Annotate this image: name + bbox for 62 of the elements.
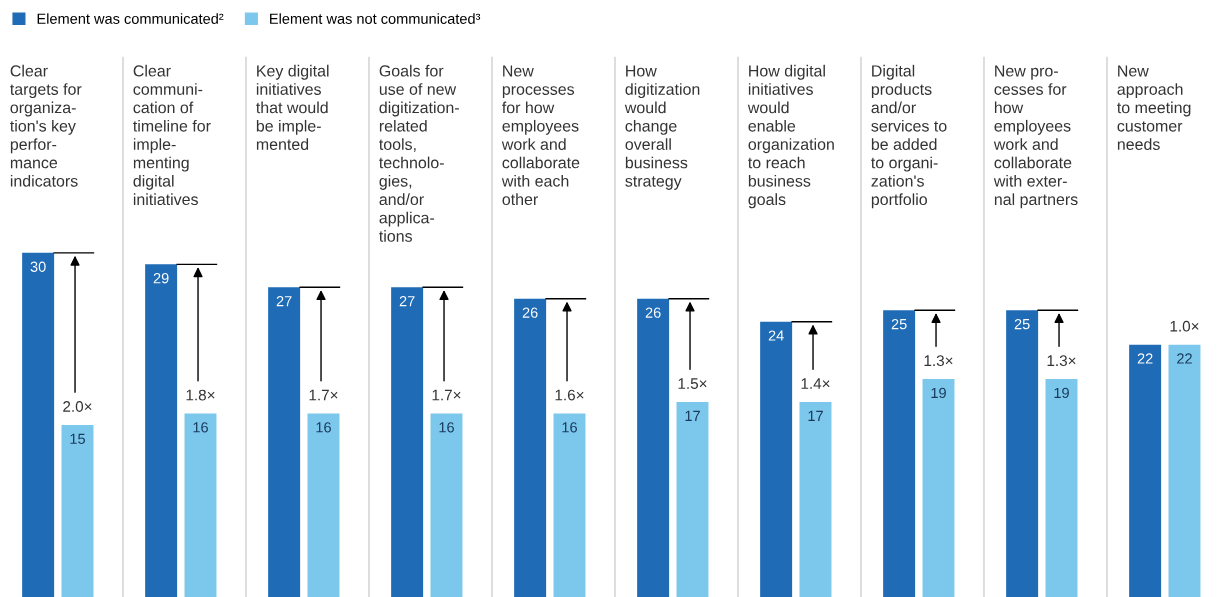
bar	[883, 310, 916, 597]
data-label: 26	[645, 307, 661, 318]
bar	[184, 413, 217, 597]
x-tick-label: How digitization would change overall business strategy	[624, 65, 700, 190]
annotation: 1.8×	[186, 389, 215, 401]
bar	[61, 424, 94, 597]
data-label: 24	[768, 330, 784, 341]
bar	[145, 264, 178, 597]
annotation: 1.7×	[432, 389, 461, 401]
bar	[22, 252, 55, 597]
legend-label: Element was not communicated³	[270, 13, 481, 24]
category-label: Goals for use of new digitization- related tools, technolo- gies, and/or applica- tions	[379, 64, 459, 242]
data-label: 27	[276, 296, 292, 307]
x-tick-label: How digital initiatives would enable organization to reach business goals	[747, 64, 834, 209]
data-label: 19	[1054, 387, 1069, 399]
data-label: 16	[439, 422, 454, 433]
annotation: 2.0×	[63, 401, 92, 412]
bar	[514, 298, 547, 597]
bar	[637, 298, 670, 597]
annotation: 1.3×	[924, 355, 953, 367]
data-label: 16	[562, 422, 577, 433]
data-label: 25	[1014, 318, 1030, 330]
annotation: 1.6×	[555, 389, 584, 401]
data-label: 16	[193, 422, 208, 433]
bar	[391, 287, 424, 597]
bar	[268, 287, 301, 597]
annotation: 1.5×	[678, 378, 707, 389]
bar	[430, 413, 463, 597]
annotation: 1.3×	[1047, 355, 1076, 367]
bar	[1129, 344, 1162, 597]
bar	[922, 379, 955, 597]
data-label: 17	[685, 410, 700, 421]
bar	[1006, 310, 1039, 597]
x-tick-label: Digital products and/or services to be added to organi- zation's portfolio	[871, 64, 947, 209]
x-tick-label: New processes for how employees work and collaborate with each other	[501, 65, 580, 206]
data-label: 22	[1177, 353, 1192, 364]
data-label: 19	[931, 387, 946, 399]
x-tick-label: New approach to meeting customer needs	[1117, 65, 1191, 150]
bar	[1045, 379, 1078, 597]
data-label: 27	[399, 296, 415, 307]
bar	[307, 413, 340, 597]
data-label: 26	[522, 307, 538, 318]
bar	[799, 401, 832, 597]
x-tick-label: Clear communi- cation of timeline for imple- menting digital initiatives	[133, 64, 211, 206]
data-label: 22	[1137, 353, 1153, 364]
annotation: 1.0×	[1170, 320, 1199, 332]
data-label: 29	[153, 273, 169, 284]
bar	[676, 401, 709, 597]
data-label: 16	[316, 422, 331, 433]
annotation: 1.4×	[801, 378, 830, 389]
x-tick-label: Key digital initiatives that would be imple- mented	[256, 64, 329, 150]
bar	[760, 321, 793, 597]
annotation: 1.7×	[309, 389, 338, 401]
bar	[1168, 344, 1201, 597]
data-label: 17	[808, 410, 823, 421]
bar	[553, 413, 586, 597]
data-label: 30	[30, 261, 46, 272]
data-label: 15	[70, 433, 85, 444]
legend-label: Element was communicated²	[37, 13, 224, 24]
data-label: 25	[891, 318, 907, 330]
x-tick-label: Clear targets for organiza- tion's key perfor- mance indicators	[10, 64, 82, 187]
x-tick-label: New pro- cesses for how employees work and collaborate with exter- nal partners	[993, 65, 1078, 209]
